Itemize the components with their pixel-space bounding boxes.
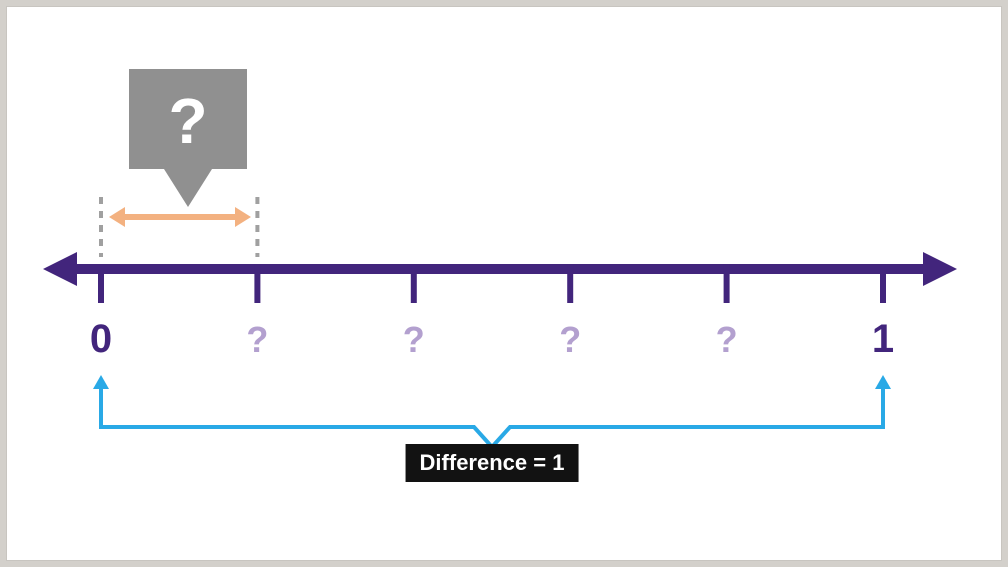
difference-label: Difference = 1 xyxy=(406,444,579,482)
callout-question-mark: ? xyxy=(168,84,207,158)
callout-pointer xyxy=(164,169,212,207)
tick-label-end: 0 xyxy=(90,317,112,362)
brace-arrow-right xyxy=(875,375,891,389)
segment-arrow-head-right xyxy=(235,207,251,227)
tick-label-unknown: ? xyxy=(246,319,268,361)
segment-arrow-head-left xyxy=(109,207,125,227)
tick-label-unknown: ? xyxy=(559,319,581,361)
brace-arrow-left xyxy=(93,375,109,389)
diagram-canvas: ? 0???? 1 Difference = 1 xyxy=(6,6,1002,561)
difference-brace xyxy=(101,389,883,447)
tick-label-unknown: ? xyxy=(403,319,425,361)
tick-label-unknown: ? xyxy=(716,319,738,361)
tick-label-end: 1 xyxy=(872,317,894,362)
